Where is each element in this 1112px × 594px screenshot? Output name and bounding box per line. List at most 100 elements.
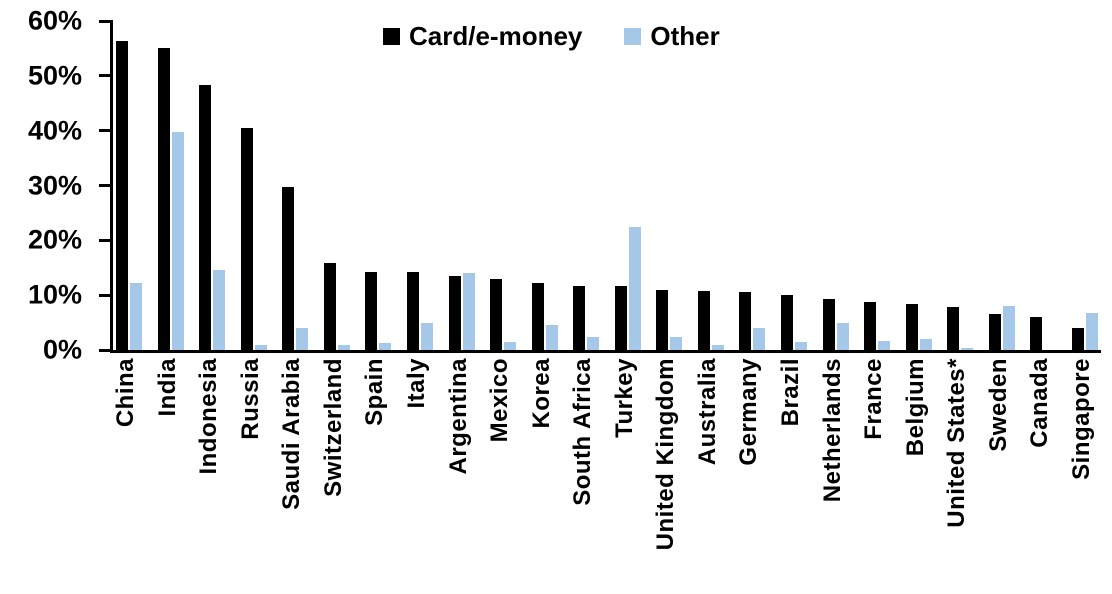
other-bar bbox=[545, 325, 558, 350]
x-axis-label-cell: Belgium bbox=[901, 358, 929, 590]
x-axis-label: France bbox=[860, 358, 888, 440]
card-emoney-bar bbox=[282, 187, 295, 350]
bar-group bbox=[490, 279, 517, 350]
x-axis-label: Argentina bbox=[444, 358, 472, 475]
legend-item-other: Other bbox=[624, 21, 720, 51]
x-axis-label: Mexico bbox=[486, 358, 514, 443]
x-axis-label: South Africa bbox=[569, 358, 597, 506]
bar-group bbox=[1030, 317, 1056, 350]
legend-label-card: Card/e-money bbox=[409, 21, 583, 51]
x-axis-label: Spain bbox=[361, 358, 389, 426]
y-axis-tick bbox=[99, 293, 113, 297]
x-axis-label-cell: Spain bbox=[361, 358, 389, 590]
card-emoney-bar bbox=[323, 263, 336, 350]
y-axis-label: 50% bbox=[27, 60, 82, 91]
other-bar bbox=[1002, 306, 1015, 350]
x-axis-label-cell: India bbox=[153, 358, 181, 590]
other-bar bbox=[628, 227, 641, 350]
bar-group bbox=[656, 290, 683, 350]
x-axis-label: Brazil bbox=[777, 358, 804, 427]
card-emoney-bar bbox=[199, 85, 212, 350]
x-axis-label: Saudi Arabia bbox=[278, 358, 306, 510]
bar-group bbox=[406, 272, 433, 350]
other-bar bbox=[587, 337, 600, 350]
x-axis-label-cell: Argentina bbox=[444, 358, 472, 590]
x-axis-label-cell: Canada bbox=[1026, 358, 1054, 590]
x-axis-label: Italy bbox=[402, 358, 430, 409]
y-axis-label: 10% bbox=[27, 279, 82, 310]
x-axis-label: Sweden bbox=[984, 358, 1012, 452]
x-axis-label: Switzerland bbox=[319, 358, 347, 497]
card-emoney-bar bbox=[656, 290, 669, 350]
x-axis-label-cell: Korea bbox=[528, 358, 555, 590]
y-axis-label: 0% bbox=[42, 334, 82, 365]
x-axis-label-cell: Indonesia bbox=[195, 358, 222, 590]
x-axis-label-cell: France bbox=[860, 358, 888, 590]
x-axis-label-cell: Netherlands bbox=[818, 358, 846, 590]
bar-group bbox=[157, 48, 184, 350]
card-emoney-bar bbox=[448, 276, 461, 350]
legend-item-card: Card/e-money bbox=[383, 23, 582, 49]
y-axis-tick bbox=[99, 129, 113, 133]
other-series-swatch-icon bbox=[624, 27, 642, 45]
other-bar bbox=[795, 342, 807, 350]
y-axis-labels: 0% 10% 20% 30% 40% 50% 60% bbox=[0, 7, 92, 363]
card-emoney-bar bbox=[490, 279, 503, 350]
bar-group bbox=[448, 273, 475, 350]
bar-group bbox=[988, 306, 1015, 350]
x-axis-label: Belgium bbox=[901, 358, 929, 457]
card-emoney-bar bbox=[739, 292, 752, 350]
card-emoney-bar bbox=[1071, 328, 1084, 350]
bar-group bbox=[573, 286, 600, 350]
y-axis-tick bbox=[99, 184, 113, 187]
other-bar bbox=[296, 328, 309, 350]
bar-group bbox=[240, 128, 267, 350]
x-axis-label: India bbox=[153, 358, 181, 417]
other-bar bbox=[420, 323, 433, 350]
other-bar bbox=[919, 339, 932, 350]
y-axis-tick bbox=[99, 348, 113, 352]
x-axis-label-cell: Sweden bbox=[984, 358, 1012, 590]
other-bar bbox=[337, 345, 350, 350]
other-bar bbox=[171, 132, 184, 350]
other-bar bbox=[379, 343, 392, 350]
x-axis-label: Netherlands bbox=[818, 358, 846, 503]
other-bar bbox=[504, 342, 517, 350]
other-bar bbox=[711, 345, 724, 350]
y-axis-tick bbox=[99, 238, 113, 242]
bar-group bbox=[697, 291, 724, 350]
bar-group bbox=[947, 307, 974, 350]
bar-group bbox=[365, 272, 392, 350]
bar-group bbox=[614, 227, 641, 350]
card-emoney-bar bbox=[781, 295, 793, 350]
bar-group bbox=[1071, 313, 1098, 350]
card-emoney-bar bbox=[365, 272, 378, 350]
x-axis-label-cell: Singapore bbox=[1068, 358, 1095, 590]
legend-label-other: Other bbox=[650, 21, 720, 51]
card-emoney-bar bbox=[905, 304, 918, 350]
other-bar bbox=[1085, 313, 1098, 350]
other-bar bbox=[213, 270, 226, 350]
x-axis-label: Russia bbox=[236, 358, 264, 440]
other-bar bbox=[836, 323, 849, 350]
x-axis-label-cell: Italy bbox=[402, 358, 430, 590]
bar-group bbox=[116, 41, 142, 350]
x-axis-label-cell: Germany bbox=[735, 358, 763, 590]
bar-group bbox=[864, 302, 891, 350]
other-bar bbox=[753, 328, 766, 350]
other-bar bbox=[878, 341, 891, 350]
bar-group bbox=[323, 263, 350, 350]
y-axis-label: 30% bbox=[27, 170, 82, 200]
card-emoney-bar bbox=[116, 41, 128, 350]
x-axis-label-cell: South Africa bbox=[569, 358, 597, 590]
x-axis-label-cell: Saudi Arabia bbox=[278, 358, 306, 590]
x-axis-label: Germany bbox=[735, 358, 763, 466]
card-emoney-bar bbox=[864, 302, 877, 350]
y-axis-label: 40% bbox=[27, 115, 82, 146]
card-emoney-bar bbox=[406, 272, 419, 350]
y-axis-label: 20% bbox=[27, 224, 82, 255]
x-axis-label-cell: Switzerland bbox=[319, 358, 347, 590]
x-axis-label: Canada bbox=[1026, 358, 1054, 448]
other-bar bbox=[961, 348, 974, 350]
